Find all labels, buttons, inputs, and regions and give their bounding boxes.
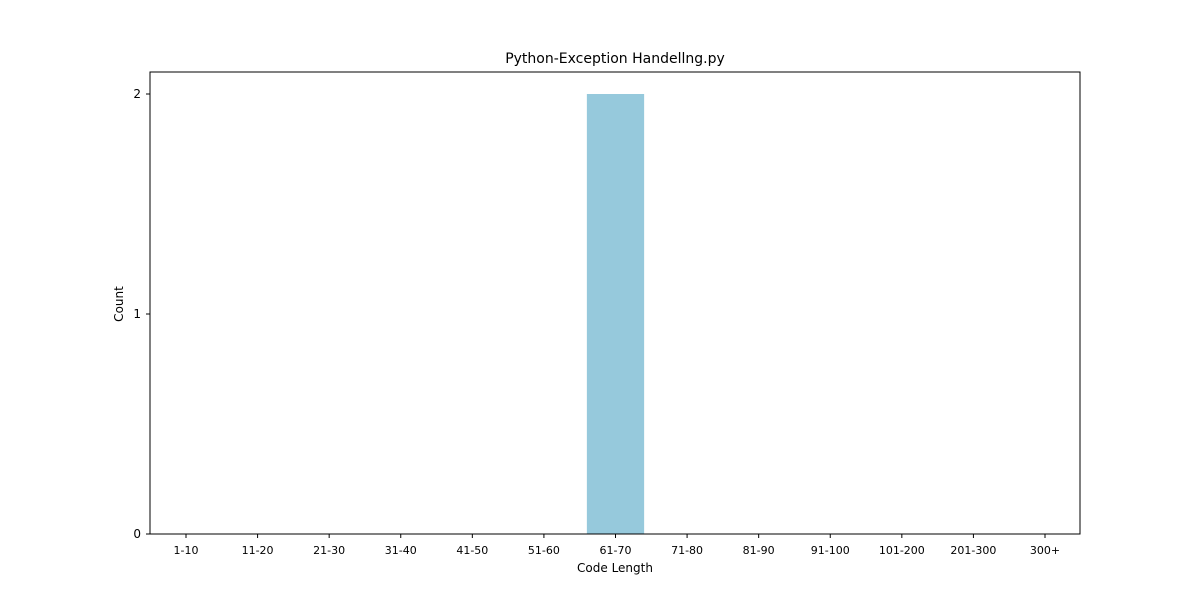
y-tick-label: 1 (133, 307, 141, 321)
x-tick-label: 1-10 (174, 544, 199, 557)
x-tick-label: 41-50 (456, 544, 488, 557)
x-tick-label: 31-40 (385, 544, 417, 557)
x-tick-label: 71-80 (671, 544, 703, 557)
x-tick-label: 81-90 (743, 544, 775, 557)
bar-61-70 (586, 94, 645, 534)
bars-layer (586, 94, 645, 534)
x-tick-label: 51-60 (528, 544, 560, 557)
y-tick-label: 0 (133, 527, 141, 541)
x-tick-label: 91-100 (811, 544, 850, 557)
y-axis-label: Count (112, 286, 126, 322)
chart-title: Python-Exception Handellng.py (505, 51, 725, 67)
x-tick-label: 300+ (1030, 544, 1060, 557)
y-tick-label: 2 (133, 87, 141, 101)
x-tick-label: 61-70 (600, 544, 632, 557)
x-tick-label: 21-30 (313, 544, 345, 557)
x-tick-label: 201-300 (950, 544, 996, 557)
x-tick-label: 11-20 (242, 544, 274, 557)
x-tick-label: 101-200 (879, 544, 925, 557)
x-axis-label: Code Length (577, 561, 653, 575)
axes-layer: 1-10 11-20 21-30 31-40 41-50 51-60 61-70 71-80 8… (133, 71, 1081, 557)
